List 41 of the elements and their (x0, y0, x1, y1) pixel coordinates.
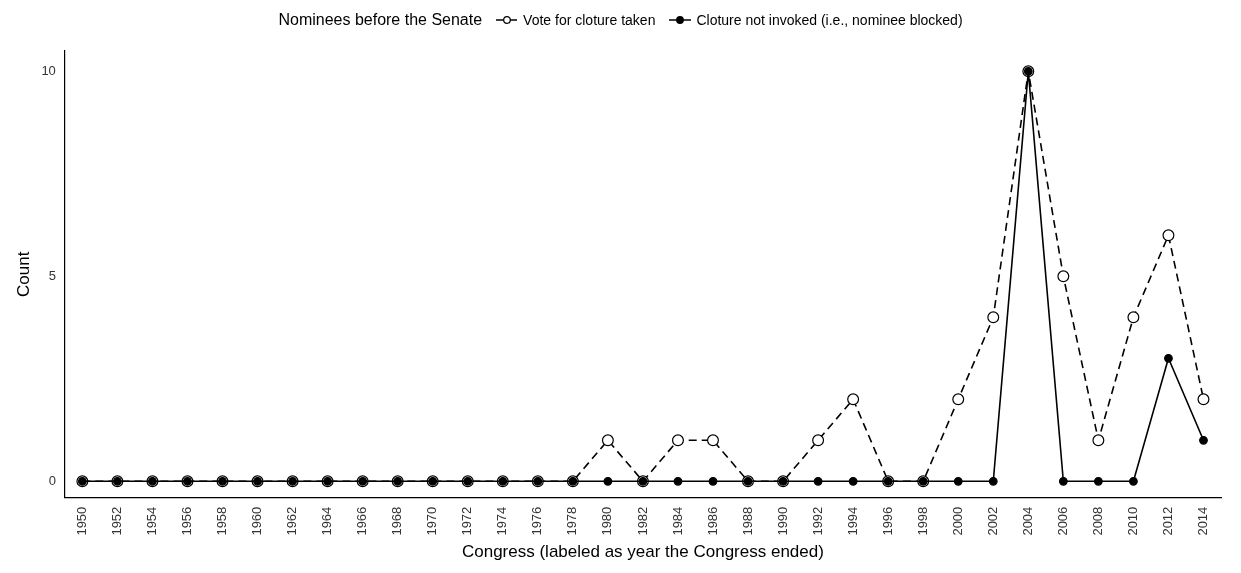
x-tick-label: 1950 (73, 506, 89, 536)
x-tick-label: 2004 (1019, 506, 1035, 536)
y-tick-label: 5 (48, 267, 56, 283)
x-tick-label: 1998 (914, 506, 930, 536)
legend-title: Nominees before the Senate (278, 11, 483, 29)
x-tick-label: 1990 (774, 506, 790, 536)
legend-label: Vote for cloture taken (523, 12, 656, 28)
x-tick-label: 2014 (1195, 506, 1211, 536)
x-tick-label: 1986 (704, 506, 720, 536)
x-tick-label: 1976 (529, 506, 545, 536)
x-tick-label: 1960 (249, 506, 265, 536)
x-tick-label: 2002 (984, 506, 1000, 536)
x-tick-label: 1996 (879, 506, 895, 536)
x-tick-label: 1994 (844, 506, 860, 536)
x-tick-label: 1970 (424, 506, 440, 536)
x-tick-label: 1966 (354, 506, 370, 536)
x-tick-label: 1978 (564, 506, 580, 536)
x-tick-label: 2010 (1124, 506, 1140, 536)
y-tick-label: 10 (41, 62, 56, 78)
x-axis-title: Congress (labeled as year the Congress ended) (461, 542, 824, 562)
x-tick-label: 2008 (1089, 506, 1105, 536)
y-axis-title: Count (13, 251, 33, 297)
legend-label: Cloture not invoked (i.e., nominee blocked) (696, 12, 963, 28)
y-tick-label: 0 (48, 472, 56, 488)
x-tick-label: 1980 (599, 506, 615, 536)
x-tick-label: 1952 (108, 506, 124, 536)
x-tick-label: 1974 (494, 506, 510, 536)
x-tick-label: 2012 (1160, 506, 1176, 536)
x-tick-label: 1954 (144, 506, 160, 536)
x-tick-label: 1992 (809, 506, 825, 536)
x-tick-label: 1958 (214, 506, 230, 536)
x-tick-label: 1972 (459, 506, 475, 536)
x-tick-label: 2006 (1054, 506, 1070, 536)
x-tick-label: 1984 (669, 506, 685, 536)
x-tick-label: 1968 (389, 506, 405, 536)
x-tick-label: 1964 (319, 506, 335, 536)
x-tick-label: 1982 (634, 506, 650, 536)
x-tick-label: 1988 (739, 506, 755, 536)
x-tick-label: 1962 (284, 506, 300, 536)
x-tick-label: 1956 (179, 506, 195, 536)
x-tick-label: 2000 (949, 506, 965, 536)
